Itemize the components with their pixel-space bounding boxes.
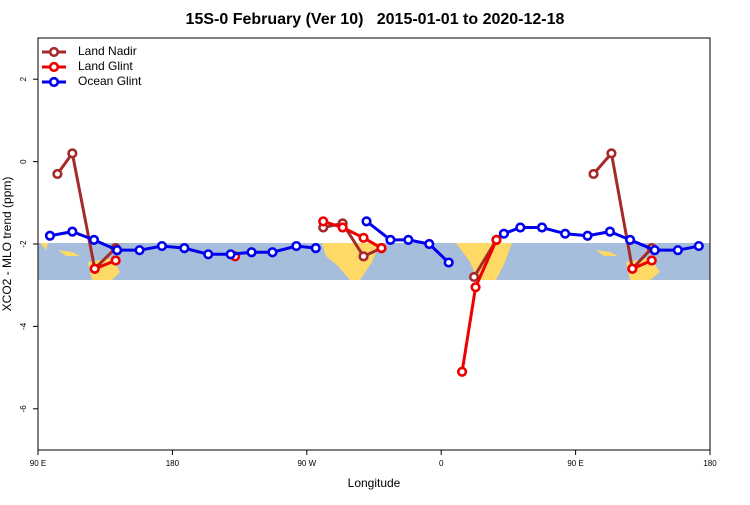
legend-label: Land Glint — [78, 59, 133, 73]
legend-label: Land Nadir — [78, 44, 137, 58]
data-point — [498, 228, 510, 239]
y-tick-label: -6 — [19, 405, 28, 413]
data-point — [67, 226, 78, 237]
data-point — [376, 243, 387, 254]
legend-marker — [48, 76, 60, 88]
data-point — [457, 366, 468, 377]
data-point — [203, 249, 214, 260]
data-point — [225, 249, 236, 260]
data-point — [385, 234, 396, 245]
y-axis-label: XCO2 - MLO trend (ppm) — [0, 177, 14, 312]
data-point — [358, 232, 369, 243]
x-axis-label: Longitude — [348, 476, 401, 490]
data-point — [491, 234, 502, 245]
data-point — [560, 228, 571, 239]
data-point — [424, 238, 435, 250]
y-tick-label: -2 — [19, 240, 28, 248]
series-line — [94, 219, 653, 372]
data-point — [625, 234, 636, 245]
data-point — [267, 247, 278, 258]
data-point — [156, 240, 168, 252]
legend-marker — [48, 61, 60, 73]
data-point — [44, 230, 56, 241]
data-point — [358, 251, 369, 262]
data-point — [672, 245, 683, 256]
data-point — [693, 240, 704, 252]
legend-label: Ocean Glint — [78, 74, 142, 88]
data-point — [291, 240, 302, 252]
x-tick-label: 0 — [439, 459, 444, 468]
y-tick-label: 0 — [19, 159, 28, 164]
data-point — [52, 168, 63, 180]
data-point — [646, 255, 657, 266]
data-point — [604, 226, 616, 237]
data-point — [582, 230, 593, 241]
y-tick-label: 2 — [19, 76, 28, 81]
data-point — [588, 168, 599, 180]
data-point — [468, 271, 480, 283]
data-point — [310, 243, 321, 254]
x-tick-label: 90 E — [567, 459, 583, 468]
data-point — [318, 216, 329, 227]
legend-marker — [48, 46, 60, 58]
data-point — [134, 245, 145, 256]
series-line — [56, 151, 653, 278]
x-tick-label: 90 W — [297, 459, 316, 468]
data-point — [179, 243, 190, 254]
data-point — [649, 245, 660, 256]
data-point — [89, 263, 100, 274]
data-point — [627, 263, 638, 274]
chart-title: 15S-0 February (Ver 10) 2015-01-01 to 20… — [186, 11, 565, 28]
data-point — [536, 222, 548, 233]
data-point — [606, 148, 617, 159]
data-point — [515, 222, 526, 233]
data-point — [470, 282, 481, 293]
data-point — [112, 245, 123, 256]
x-tick-label: 180 — [703, 459, 717, 468]
data-point — [403, 234, 414, 245]
x-tick-label: 180 — [166, 459, 180, 468]
data-point — [67, 148, 78, 159]
data-point — [246, 247, 257, 258]
y-tick-label: -4 — [19, 322, 28, 330]
data-point — [361, 216, 372, 227]
data-point — [337, 222, 348, 233]
x-tick-label: 90 E — [30, 459, 46, 468]
data-point — [88, 234, 100, 245]
data-point — [110, 255, 121, 266]
data-point — [443, 257, 454, 268]
